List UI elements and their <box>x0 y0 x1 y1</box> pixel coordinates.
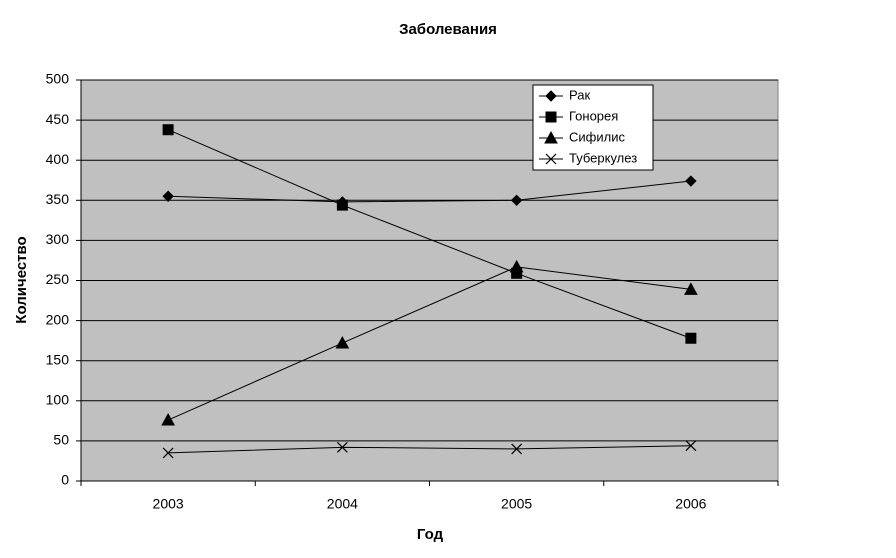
marker <box>510 194 523 207</box>
y-tick-label: 450 <box>46 111 70 127</box>
series-line <box>167 266 691 421</box>
marker <box>685 175 697 187</box>
y-tick-label: 500 <box>46 71 70 87</box>
marker <box>161 413 175 426</box>
legend-label: Гонорея <box>569 108 618 123</box>
y-axis-title: Количество <box>13 236 30 323</box>
marker <box>684 282 698 295</box>
y-tick-label: 300 <box>46 231 70 247</box>
marker <box>335 336 350 349</box>
legend: Рак Гонорея Сифилис Туберкулез <box>532 84 654 171</box>
series-line <box>167 129 692 339</box>
series-line <box>168 445 691 454</box>
y-tick-label: 250 <box>46 271 70 287</box>
y-tick-label: 350 <box>46 191 70 207</box>
marker <box>511 443 523 455</box>
y-tick-label: 200 <box>46 311 70 327</box>
marker <box>544 130 558 144</box>
chart-title: Заболевания <box>399 21 497 38</box>
series-line <box>168 180 691 203</box>
x-tick-label: 2005 <box>501 496 532 512</box>
y-tick-label: 150 <box>46 351 70 367</box>
marker <box>336 199 348 211</box>
legend-label: Рак <box>569 87 590 102</box>
x-tick-label: 2003 <box>153 496 184 512</box>
marker <box>545 153 557 165</box>
y-tick-label: 400 <box>46 151 70 167</box>
x-tick-label: 2006 <box>675 496 706 512</box>
marker <box>545 111 557 123</box>
x-axis-title: Год <box>417 526 444 543</box>
marker <box>162 447 174 459</box>
y-tick-label: 0 <box>61 472 69 488</box>
legend-label: Сифилис <box>569 129 625 144</box>
y-tick-label: 100 <box>46 392 70 408</box>
marker <box>336 441 348 453</box>
marker <box>162 124 174 136</box>
marker <box>509 259 524 273</box>
marker <box>685 332 697 344</box>
legend-label: Туберкулез <box>569 150 637 165</box>
x-tick-label: 2004 <box>327 496 358 512</box>
y-tick-label: 50 <box>53 432 69 448</box>
marker <box>162 190 174 202</box>
marker <box>545 90 557 102</box>
marker <box>685 440 697 452</box>
